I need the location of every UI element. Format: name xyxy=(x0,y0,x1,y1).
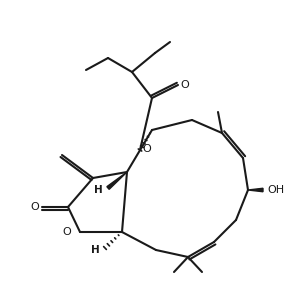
Text: O: O xyxy=(30,202,39,212)
Text: OH: OH xyxy=(267,185,284,195)
Text: O: O xyxy=(180,80,189,90)
Polygon shape xyxy=(107,172,127,189)
Text: H: H xyxy=(91,245,100,255)
Text: O: O xyxy=(142,144,151,154)
Text: H: H xyxy=(94,185,103,195)
Text: O: O xyxy=(63,227,71,237)
Polygon shape xyxy=(248,188,263,192)
